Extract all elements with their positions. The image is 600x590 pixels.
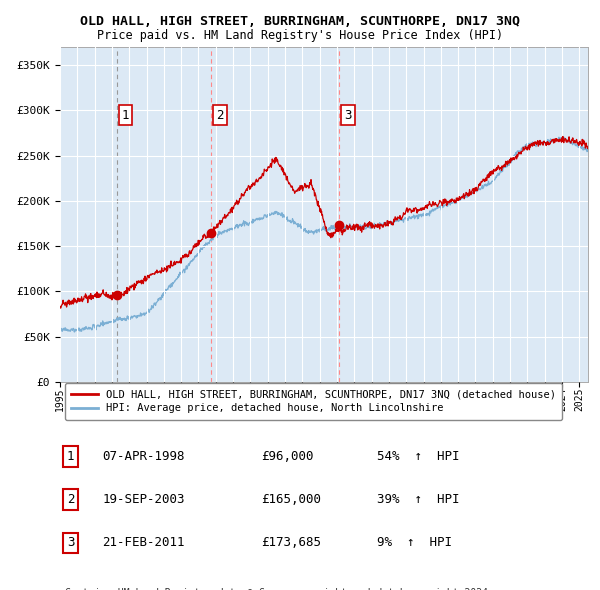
Text: 3: 3 [344, 109, 352, 122]
Text: 07-APR-1998: 07-APR-1998 [102, 450, 185, 463]
Legend: OLD HALL, HIGH STREET, BURRINGHAM, SCUNTHORPE, DN17 3NQ (detached house), HPI: A: OLD HALL, HIGH STREET, BURRINGHAM, SCUNT… [65, 383, 562, 419]
Text: 3: 3 [67, 536, 74, 549]
Text: £173,685: £173,685 [260, 536, 320, 549]
Text: £96,000: £96,000 [260, 450, 313, 463]
Text: 54%  ↑  HPI: 54% ↑ HPI [377, 450, 460, 463]
Text: 21-FEB-2011: 21-FEB-2011 [102, 536, 185, 549]
Text: 1: 1 [67, 450, 74, 463]
Text: 2: 2 [216, 109, 224, 122]
Text: Price paid vs. HM Land Registry's House Price Index (HPI): Price paid vs. HM Land Registry's House … [97, 30, 503, 42]
Text: 9%  ↑  HPI: 9% ↑ HPI [377, 536, 452, 549]
Text: 19-SEP-2003: 19-SEP-2003 [102, 493, 185, 506]
Text: 1: 1 [122, 109, 130, 122]
Text: £165,000: £165,000 [260, 493, 320, 506]
Text: 2: 2 [67, 493, 74, 506]
Text: Contains HM Land Registry data © Crown copyright and database right 2024.: Contains HM Land Registry data © Crown c… [65, 588, 494, 590]
Text: OLD HALL, HIGH STREET, BURRINGHAM, SCUNTHORPE, DN17 3NQ: OLD HALL, HIGH STREET, BURRINGHAM, SCUNT… [80, 15, 520, 28]
Text: 39%  ↑  HPI: 39% ↑ HPI [377, 493, 460, 506]
